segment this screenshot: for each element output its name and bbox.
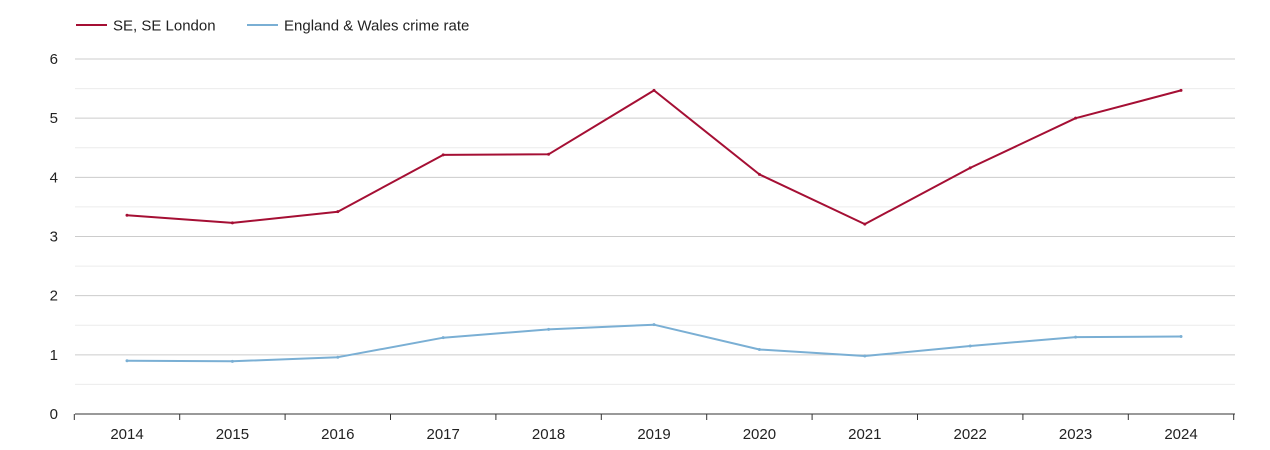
data-point [757, 348, 761, 352]
grid-lines [75, 58, 1235, 385]
y-tick-label: 4 [50, 169, 58, 186]
legend-label: SE, SE London [113, 18, 216, 35]
data-point [863, 222, 867, 226]
y-tick-label: 3 [50, 229, 58, 246]
y-tick-label: 0 [50, 406, 58, 423]
data-point [1179, 334, 1183, 338]
data-point [441, 336, 445, 340]
x-tick-label: 2023 [1059, 426, 1092, 443]
x-tick-label: 2024 [1164, 426, 1197, 443]
x-tick-label: 2021 [848, 426, 881, 443]
data-point [547, 327, 551, 331]
data-point [1179, 88, 1183, 92]
data-point [1074, 335, 1078, 339]
data-point [125, 213, 129, 217]
axes: 0 1 2 3 4 5 6 2014 2015 2016 2017 2018 2019 2020 2021 2… [50, 51, 1235, 443]
data-point [336, 210, 340, 214]
series-line-0 [126, 89, 1182, 226]
y-tick-label: 6 [50, 51, 58, 68]
data-point [230, 359, 234, 363]
x-tick-label: 2018 [532, 426, 565, 443]
data-point [968, 166, 972, 170]
legend: SE, SE London England & Wales crime rate [76, 18, 469, 35]
x-tick-label: 2022 [954, 426, 987, 443]
x-tick-label: 2019 [637, 426, 670, 443]
y-tick-label: 5 [50, 110, 58, 127]
x-tick-label: 2014 [110, 426, 143, 443]
data-point [547, 152, 551, 156]
data-point [863, 354, 867, 358]
x-tick-label: 2016 [321, 426, 354, 443]
data-point [125, 359, 129, 363]
legend-label: England & Wales crime rate [284, 18, 469, 35]
data-point [1074, 116, 1078, 120]
data-point [968, 344, 972, 348]
data-point [230, 221, 234, 225]
data-point [652, 88, 656, 92]
data-point [757, 172, 761, 176]
y-tick-label: 1 [50, 347, 58, 364]
x-tick-label: 2020 [743, 426, 776, 443]
data-point [336, 355, 340, 359]
series-lines [125, 88, 1183, 363]
x-tick-label: 2015 [216, 426, 249, 443]
data-point [441, 153, 445, 157]
series-line-1 [126, 323, 1182, 363]
data-point [652, 323, 656, 327]
y-tick-label: 2 [50, 288, 58, 305]
x-tick-label: 2017 [427, 426, 460, 443]
